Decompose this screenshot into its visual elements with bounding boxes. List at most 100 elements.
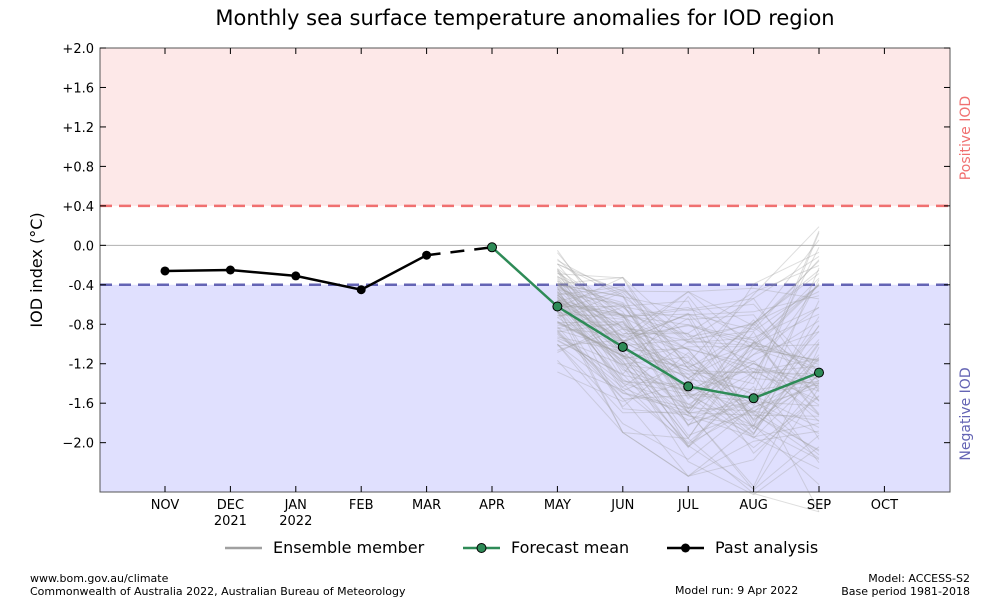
ensemble-member-line (556, 311, 820, 477)
ensemble-member-line (557, 268, 820, 414)
ensemble-member-line (557, 289, 820, 437)
ensemble-member-line (556, 286, 820, 416)
x-tick-label: FEB (349, 498, 374, 513)
ensemble-member-line (557, 269, 820, 380)
legend-forecast-label: Forecast mean (511, 538, 629, 557)
ensemble-member-line (557, 301, 820, 434)
ensemble-member-line (557, 340, 820, 513)
past-analysis-point (291, 271, 301, 281)
legend-past-marker (681, 543, 690, 553)
ensemble-member-line (557, 272, 820, 414)
ensemble-member-line (557, 278, 820, 430)
ensemble-member-line (557, 322, 820, 439)
ensemble-member-line (557, 343, 820, 488)
ensemble-members (556, 226, 820, 513)
ensemble-member-line (557, 287, 820, 362)
ensemble-member-line (557, 299, 820, 427)
ensemble-member-line (557, 276, 820, 379)
ensemble-member-line (557, 305, 820, 410)
ensemble-member-line (557, 230, 820, 385)
ensemble-member-line (557, 259, 820, 343)
x-tick-label: AUG (739, 498, 767, 513)
ensemble-member-line (557, 343, 820, 460)
ensemble-member-line (557, 362, 820, 445)
ensemble-member-line (557, 284, 820, 395)
ensemble-member-line (557, 283, 820, 337)
forecast-mean-point (748, 393, 759, 404)
legend-past-analysis: Past analysis (667, 538, 818, 557)
ensemble-member-line (557, 284, 820, 417)
ensemble-member-line (557, 284, 820, 451)
y-tick-label: -1.2 (69, 358, 94, 373)
x-tick-label: MAR (412, 498, 441, 513)
ensemble-member-line (557, 283, 820, 344)
ensemble-member-line (557, 252, 820, 334)
ensemble-member-line (557, 316, 820, 496)
forecast-mean-point (552, 301, 563, 312)
ensemble-member-line (557, 320, 820, 399)
ensemble-member-line (557, 267, 820, 427)
ensemble-member-line (556, 271, 820, 384)
ensemble-member-line (557, 285, 820, 428)
ensemble-member-line (557, 339, 820, 448)
ensemble-member-line (557, 283, 820, 347)
legend-forecast-mean: Forecast mean (463, 538, 629, 557)
ensemble-member-line (556, 292, 820, 407)
chart-legend: Ensemble member Forecast mean Past analy… (225, 538, 818, 557)
ensemble-member-line (557, 232, 820, 395)
ensemble-member-line (557, 322, 820, 435)
ensemble-member-line (557, 226, 820, 364)
ensemble-member-line (557, 286, 820, 378)
ensemble-member-line (557, 299, 820, 375)
forecast-mean-point (814, 367, 824, 378)
footer-model-info: Model: ACCESS-S2 Base period 1981-2018 (841, 572, 970, 598)
ensemble-member-line (557, 330, 820, 452)
y-tick-label: 0.0 (73, 239, 94, 254)
past-analysis-point (160, 266, 170, 276)
legend-ensemble-member: Ensemble member (225, 538, 425, 557)
y-tick-label: -0.4 (69, 279, 94, 294)
y-axis-label: IOD index (°C) (27, 212, 46, 327)
ensemble-member-line (557, 321, 820, 368)
ensemble-member-line (557, 279, 820, 426)
positive-iod-label: Positive IOD (958, 96, 974, 180)
ensemble-member-line (557, 276, 820, 391)
x-tick-label: JAN (284, 498, 307, 513)
analysis-forecast-connector (426, 246, 493, 257)
ensemble-member-line (557, 326, 820, 477)
ensemble-member-line (557, 296, 820, 415)
x-tick-label: MAY (544, 498, 571, 513)
ensemble-member-line (557, 273, 820, 343)
forecast-mean-point (617, 341, 628, 352)
past-analysis-point (356, 285, 366, 295)
ensemble-member-line (557, 285, 820, 347)
footer-model-run: Model run: 9 Apr 2022 (675, 584, 799, 597)
forecast-mean-line (491, 246, 820, 400)
y-tick-label: -0.8 (69, 318, 94, 333)
forecast-mean-point (683, 381, 694, 392)
footer-website: www.bom.gov.au/climate (30, 572, 169, 585)
ensemble-member-line (557, 239, 820, 338)
y-tick-label: −2.0 (62, 437, 94, 452)
ensemble-member-line (557, 321, 820, 456)
x-tick-label: OCT (871, 498, 898, 513)
ensemble-member-line (557, 292, 820, 400)
forecast-mean-point (487, 242, 497, 253)
ensemble-member-line (557, 277, 820, 344)
past-analysis-point (422, 250, 432, 260)
ensemble-member-line (557, 263, 820, 373)
ensemble-member-line (557, 263, 820, 371)
negative-iod-label: Negative IOD (958, 367, 974, 460)
ensemble-member-line (557, 333, 820, 438)
ensemble-member-line (557, 255, 820, 319)
ensemble-member-line (557, 297, 820, 464)
ensemble-member-line (557, 329, 820, 374)
y-tick-label: +1.2 (62, 121, 94, 136)
x-tick-label: DEC (217, 498, 244, 513)
x-tick-label: SEP (807, 498, 831, 513)
ensemble-member-line (557, 268, 820, 341)
ensemble-member-line (557, 260, 820, 409)
ensemble-member-line (557, 337, 820, 439)
legend-past-label: Past analysis (715, 538, 818, 557)
